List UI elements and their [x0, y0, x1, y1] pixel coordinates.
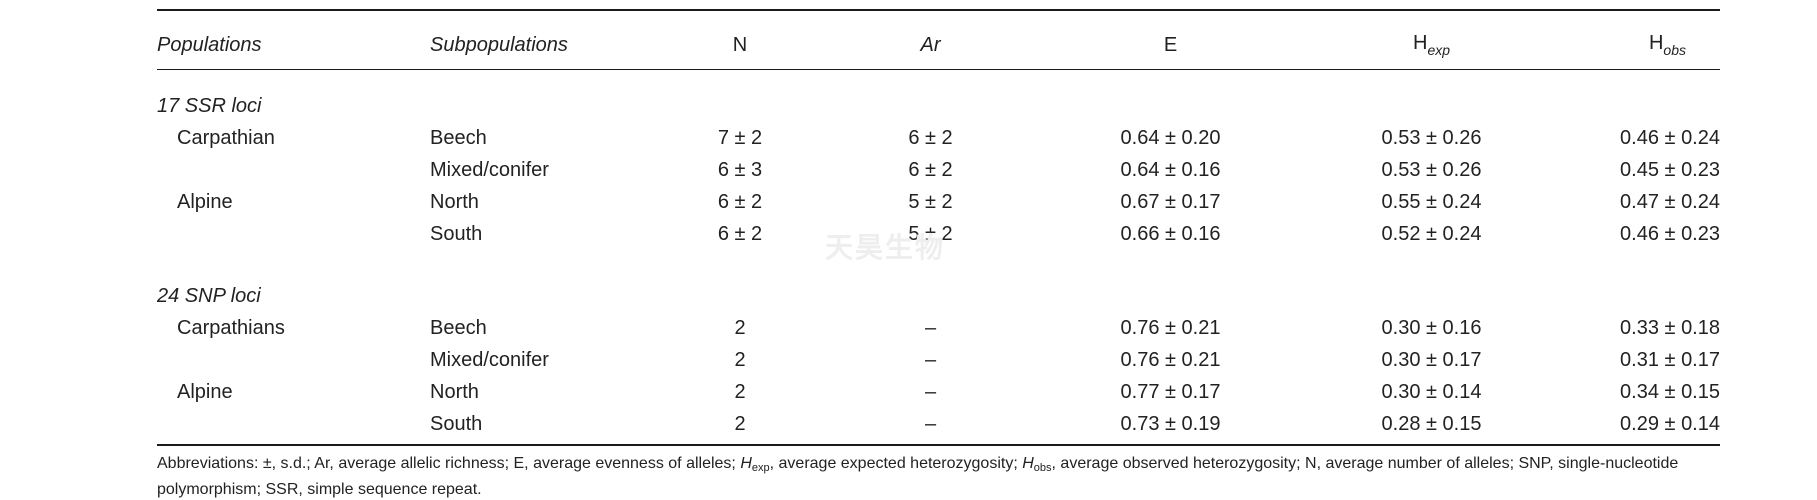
- cell-e: 0.76 ± 0.21: [1120, 316, 1221, 339]
- section-title: 24 SNP loci: [157, 284, 261, 307]
- cell-ar: 5 ± 2: [908, 222, 953, 245]
- header-hobs-sub: obs: [1663, 42, 1686, 58]
- cell-hexp: 0.30 ± 0.16: [1381, 316, 1482, 339]
- cell-ar: 6 ± 2: [908, 126, 953, 149]
- header-hexp-base: H: [1412, 32, 1428, 54]
- header-subpopulations: Subpopulations: [430, 33, 568, 56]
- footnote-part2: , average expected heterozygosity;: [769, 455, 1023, 472]
- header-hexp-sub: exp: [1427, 42, 1451, 58]
- cell-hexp: 0.53 ± 0.26: [1381, 126, 1482, 149]
- cell-n: 6 ± 2: [717, 222, 763, 245]
- table-footnote: Abbreviations: ±, s.d.; Ar, average alle…: [157, 453, 1717, 500]
- cell-n: 6 ± 2: [717, 190, 763, 213]
- table-header-row: Populations Subpopulations N Ar E Hexp H…: [157, 0, 1720, 90]
- cell-hobs: 0.33 ± 0.18: [1620, 316, 1720, 339]
- cell-hobs: 0.29 ± 0.14: [1620, 412, 1720, 435]
- cell-population: Alpine: [177, 190, 233, 213]
- cell-n: 6 ± 3: [717, 158, 763, 181]
- cell-n: 7 ± 2: [717, 126, 763, 149]
- cell-subpopulation: Beech: [430, 316, 487, 339]
- cell-population: [157, 154, 430, 186]
- cell-hobs: 0.46 ± 0.23: [1620, 222, 1720, 245]
- table-body: 17 SSR loci Carpathian Beech 7 ± 2 6 ± 2 0.64…: [157, 90, 1720, 440]
- cell-population: Alpine: [177, 380, 233, 403]
- table-row: Mixed/conifer 6 ± 3 6 ± 2 0.64 ± 0.16 0.53 ±…: [157, 154, 1720, 186]
- cell-ar: –: [924, 412, 937, 435]
- cell-hobs: 0.46 ± 0.24: [1620, 126, 1720, 149]
- table-row: Mixed/conifer 2 – 0.76 ± 0.21 0.30 ± 0.17 0.3…: [157, 344, 1720, 376]
- cell-subpopulation: Mixed/conifer: [430, 158, 549, 181]
- cell-ar: –: [924, 316, 937, 339]
- section-header-row: 17 SSR loci: [157, 90, 1720, 122]
- table-top-rule: [157, 9, 1720, 11]
- cell-subpopulation: North: [430, 380, 479, 403]
- cell-n: 2: [734, 380, 746, 403]
- table-row: Alpine North 6 ± 2 5 ± 2 0.67 ± 0.17 0.55 ± 0…: [157, 186, 1720, 218]
- footnote-hexp-base: H: [740, 455, 752, 472]
- cell-e: 0.76 ± 0.21: [1120, 348, 1221, 371]
- table-row: Alpine North 2 – 0.77 ± 0.17 0.30 ± 0.14 0.34 …: [157, 376, 1720, 408]
- header-ar: Ar: [920, 33, 941, 56]
- cell-population: [157, 408, 430, 440]
- cell-population: [157, 344, 430, 376]
- cell-subpopulation: South: [430, 412, 483, 435]
- cell-population: Carpathians: [177, 316, 285, 339]
- cell-hexp: 0.30 ± 0.17: [1381, 348, 1482, 371]
- diversity-table: Populations Subpopulations N Ar E Hexp H…: [157, 0, 1720, 440]
- cell-subpopulation: Beech: [430, 126, 487, 149]
- cell-hobs: 0.31 ± 0.17: [1620, 348, 1720, 371]
- cell-hexp: 0.52 ± 0.24: [1381, 222, 1482, 245]
- header-hobs-base: H: [1648, 32, 1664, 54]
- watermark-logo: 天昊生物: [825, 232, 946, 263]
- cell-hexp: 0.53 ± 0.26: [1381, 158, 1482, 181]
- cell-ar: –: [924, 348, 937, 371]
- cell-subpopulation: Mixed/conifer: [430, 348, 549, 371]
- section-header-row: 24 SNP loci: [157, 280, 1720, 312]
- footnote-part1: Abbreviations: ±, s.d.; Ar, average alle…: [157, 455, 741, 472]
- cell-hexp: 0.30 ± 0.14: [1381, 380, 1482, 403]
- footnote-part3: , average observed heterozygosity; N, av…: [157, 455, 1679, 498]
- cell-e: 0.77 ± 0.17: [1120, 380, 1221, 403]
- cell-population: [157, 218, 430, 250]
- header-hobs: Hobs: [1566, 0, 1720, 90]
- cell-e: 0.64 ± 0.16: [1120, 158, 1221, 181]
- cell-hobs: 0.34 ± 0.15: [1620, 380, 1720, 403]
- cell-subpopulation: South: [430, 222, 483, 245]
- footnote-hobs-sub: obs: [1033, 462, 1052, 474]
- table-header-rule: [157, 69, 1720, 70]
- cell-n: 2: [734, 316, 746, 339]
- cell-hobs: 0.45 ± 0.23: [1620, 158, 1720, 181]
- header-e: E: [1163, 33, 1178, 56]
- cell-subpopulation: North: [430, 190, 479, 213]
- table-bottom-rule: [157, 444, 1720, 446]
- header-n: N: [732, 33, 748, 56]
- footnote-hobs-base: H: [1022, 455, 1034, 472]
- cell-population: Carpathian: [177, 126, 275, 149]
- cell-ar: 5 ± 2: [908, 190, 953, 213]
- table-row: Carpathians Beech 2 – 0.76 ± 0.21 0.30 ± 0.16…: [157, 312, 1720, 344]
- section-title: 17 SSR loci: [157, 94, 262, 117]
- cell-ar: –: [924, 380, 937, 403]
- header-hexp: Hexp: [1297, 0, 1566, 90]
- cell-hexp: 0.55 ± 0.24: [1381, 190, 1482, 213]
- cell-e: 0.73 ± 0.19: [1120, 412, 1221, 435]
- cell-hobs: 0.47 ± 0.24: [1620, 190, 1720, 213]
- cell-ar: 6 ± 2: [908, 158, 953, 181]
- header-populations: Populations: [157, 33, 262, 56]
- cell-n: 2: [734, 412, 746, 435]
- cell-n: 2: [734, 348, 746, 371]
- cell-e: 0.64 ± 0.20: [1120, 126, 1221, 149]
- cell-e: 0.66 ± 0.16: [1120, 222, 1221, 245]
- table-row: Carpathian Beech 7 ± 2 6 ± 2 0.64 ± 0.20 0.53…: [157, 122, 1720, 154]
- table-row: South 2 – 0.73 ± 0.19 0.28 ± 0.15 0.29 ± 0.14: [157, 408, 1720, 440]
- cell-hexp: 0.28 ± 0.15: [1381, 412, 1482, 435]
- cell-e: 0.67 ± 0.17: [1120, 190, 1221, 213]
- footnote-hexp-sub: exp: [751, 462, 770, 474]
- table-row: South 6 ± 2 5 ± 2 0.66 ± 0.16 0.52 ± 0.24 0.4…: [157, 218, 1720, 250]
